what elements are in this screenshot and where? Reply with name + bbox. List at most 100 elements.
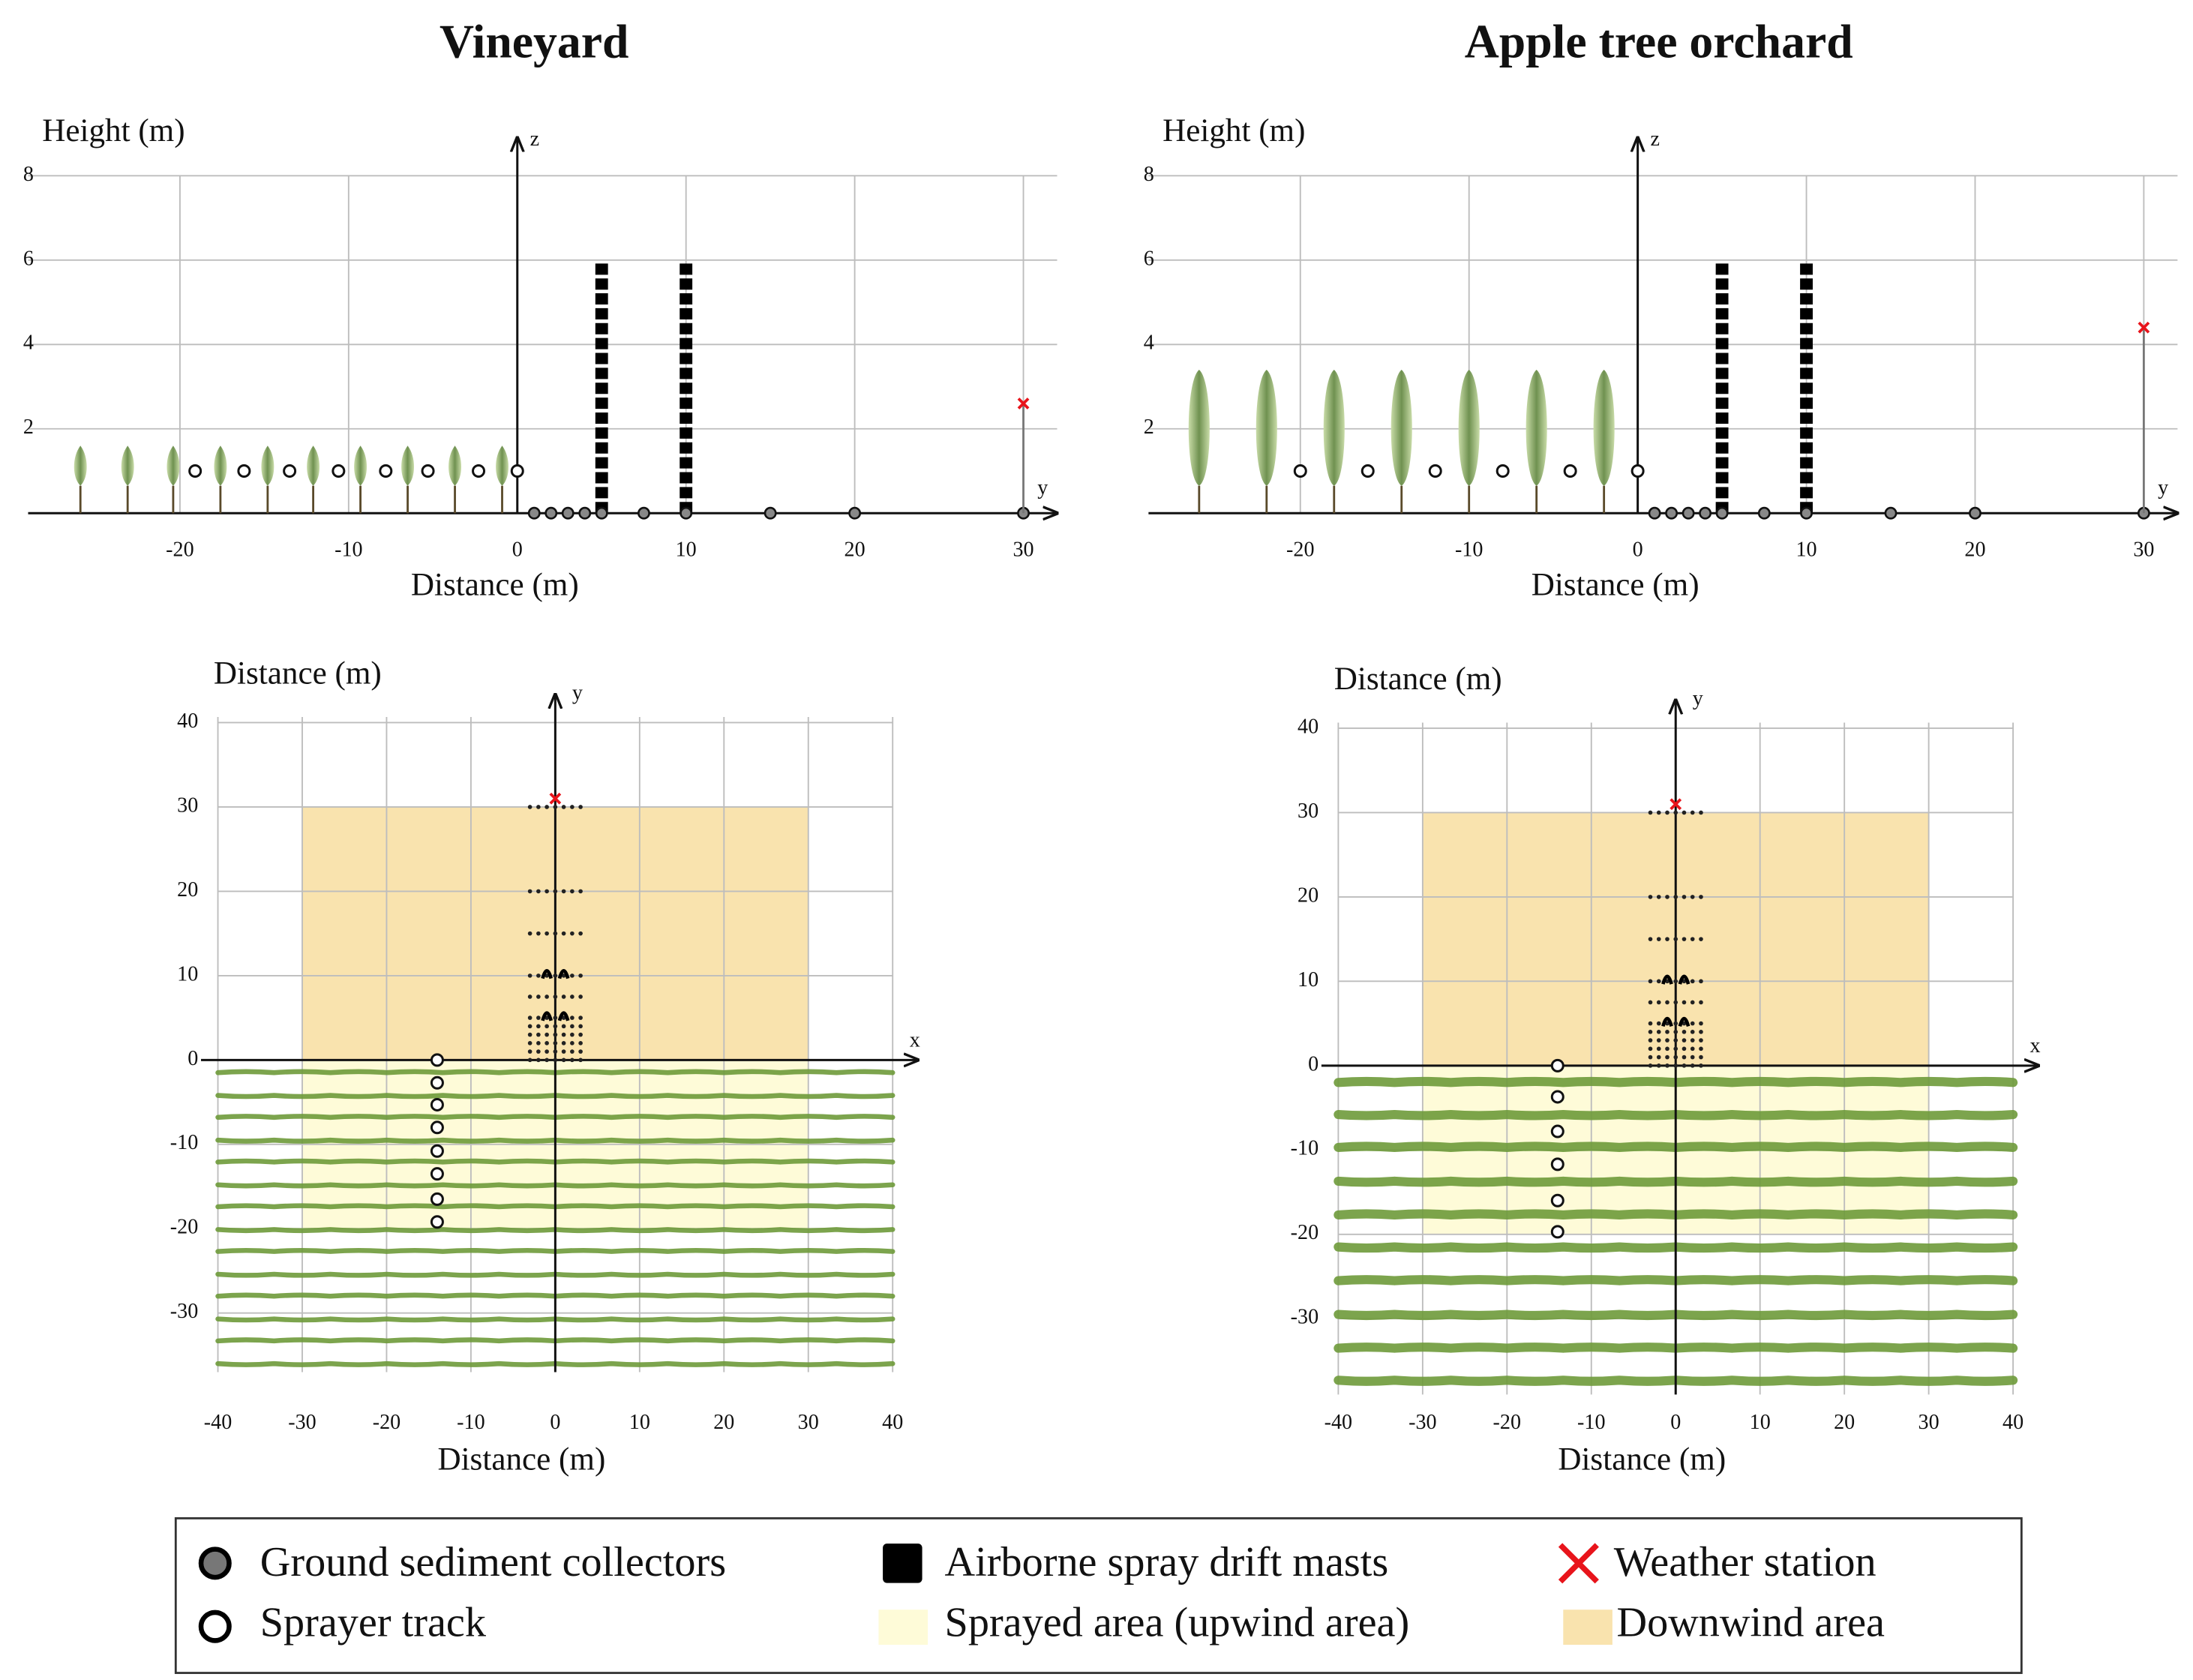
collector: [527, 1041, 532, 1046]
sprayer-track: [1293, 464, 1307, 478]
plant: [496, 446, 508, 514]
y-tick-label: 8: [1144, 163, 1154, 186]
y-tick-label: 0: [1308, 1052, 1318, 1076]
collector: [1690, 895, 1695, 899]
sprayer-track: [430, 1076, 444, 1090]
collector: [764, 506, 777, 520]
plant: [307, 446, 320, 514]
x-tick-label: -30: [288, 1411, 316, 1434]
sprayer-track: [430, 1120, 444, 1135]
x-tick-label: 20: [713, 1411, 734, 1434]
collector: [578, 1024, 583, 1029]
collector: [1682, 1046, 1687, 1052]
collector: [1699, 937, 1703, 941]
x-tick-label: 30: [798, 1411, 819, 1434]
plant: [1593, 370, 1615, 514]
y-tick-label: -20: [1291, 1221, 1318, 1244]
sprayer-track: [430, 1053, 444, 1067]
x-tick-label: 10: [1796, 538, 1816, 561]
x-tick-label: 10: [676, 538, 697, 561]
collector: [536, 1058, 541, 1063]
collector: [561, 805, 566, 809]
collector: [544, 506, 558, 520]
collector: [1648, 810, 1653, 815]
collector: [1690, 1064, 1695, 1068]
collector: [561, 1032, 566, 1037]
sprayer-track: [472, 464, 486, 478]
collector: [536, 1049, 541, 1054]
collector: [544, 1041, 549, 1046]
collector: [527, 974, 532, 978]
y-tick-label: 0: [188, 1047, 198, 1070]
collector: [553, 1058, 558, 1063]
collector: [1656, 1021, 1661, 1026]
collector: [1699, 1046, 1703, 1052]
collector: [578, 1016, 583, 1020]
collector: [1656, 979, 1661, 984]
plant: [448, 446, 462, 514]
y-tick-label: -20: [170, 1216, 198, 1239]
axis-letter: x: [2030, 1034, 2041, 1058]
legend-weather-symbol: [1558, 1543, 1599, 1584]
collector: [544, 1049, 549, 1054]
collector: [1699, 810, 1703, 815]
y-tick-label: 2: [23, 416, 34, 439]
mast: [557, 968, 570, 980]
mast: [541, 968, 554, 980]
collector: [536, 1024, 541, 1029]
collector: [1648, 1038, 1653, 1042]
collector: [536, 931, 541, 936]
panel-title: Apple tree orchard: [1465, 15, 1853, 68]
collector: [536, 994, 541, 999]
x-tick-label: 0: [512, 538, 523, 561]
sprayer-track: [430, 1215, 444, 1229]
x-tick-label: -10: [334, 538, 362, 561]
collector: [1665, 1038, 1670, 1042]
plant: [1188, 370, 1210, 514]
collector: [527, 805, 532, 809]
cross-stroke: [1558, 1543, 1599, 1584]
collector: [1690, 810, 1695, 815]
cross-stroke: [2138, 321, 2150, 334]
legend-label: Sprayer track: [260, 1600, 487, 1646]
collector: [527, 889, 532, 894]
plant-foliage: [1390, 370, 1412, 486]
plant: [1256, 370, 1277, 514]
sprayer-track: [1550, 1090, 1564, 1104]
plant-foliage: [1323, 370, 1345, 486]
collector: [1673, 1054, 1678, 1060]
collector: [1699, 1000, 1703, 1005]
collector: [1648, 1000, 1653, 1005]
mast: [1678, 974, 1690, 985]
collector: [570, 1024, 574, 1029]
collector: [544, 994, 549, 999]
collector: [1969, 506, 1982, 520]
sprayer-track: [1563, 464, 1577, 478]
collector: [1665, 506, 1678, 520]
x-tick-label: 0: [550, 1411, 560, 1434]
sprayer-track: [1428, 464, 1442, 478]
y-tick-label: -10: [1291, 1137, 1318, 1160]
x-tick-label: 0: [1670, 1411, 1681, 1434]
collector: [1682, 1054, 1687, 1060]
sprayer-track: [283, 464, 297, 478]
y-tick-label: -30: [170, 1300, 198, 1323]
plant-foliage: [121, 446, 134, 486]
collector: [1800, 506, 1813, 520]
legend-label: Downwind area: [1617, 1600, 1886, 1646]
weather-station: [2138, 321, 2150, 334]
collector: [578, 1049, 583, 1054]
x-axis-label: Distance (m): [1532, 567, 1700, 602]
legend-label: Airborne spray drift masts: [945, 1539, 1389, 1586]
collector: [536, 889, 541, 894]
collector: [1656, 810, 1661, 815]
collector: [578, 1041, 583, 1046]
x-tick-label: 30: [1918, 1411, 1940, 1434]
collector: [1690, 979, 1695, 984]
collector: [1682, 506, 1695, 520]
collector: [1682, 1021, 1687, 1026]
plant-foliage: [214, 446, 227, 486]
collector: [1673, 937, 1678, 941]
collector: [1648, 937, 1653, 941]
